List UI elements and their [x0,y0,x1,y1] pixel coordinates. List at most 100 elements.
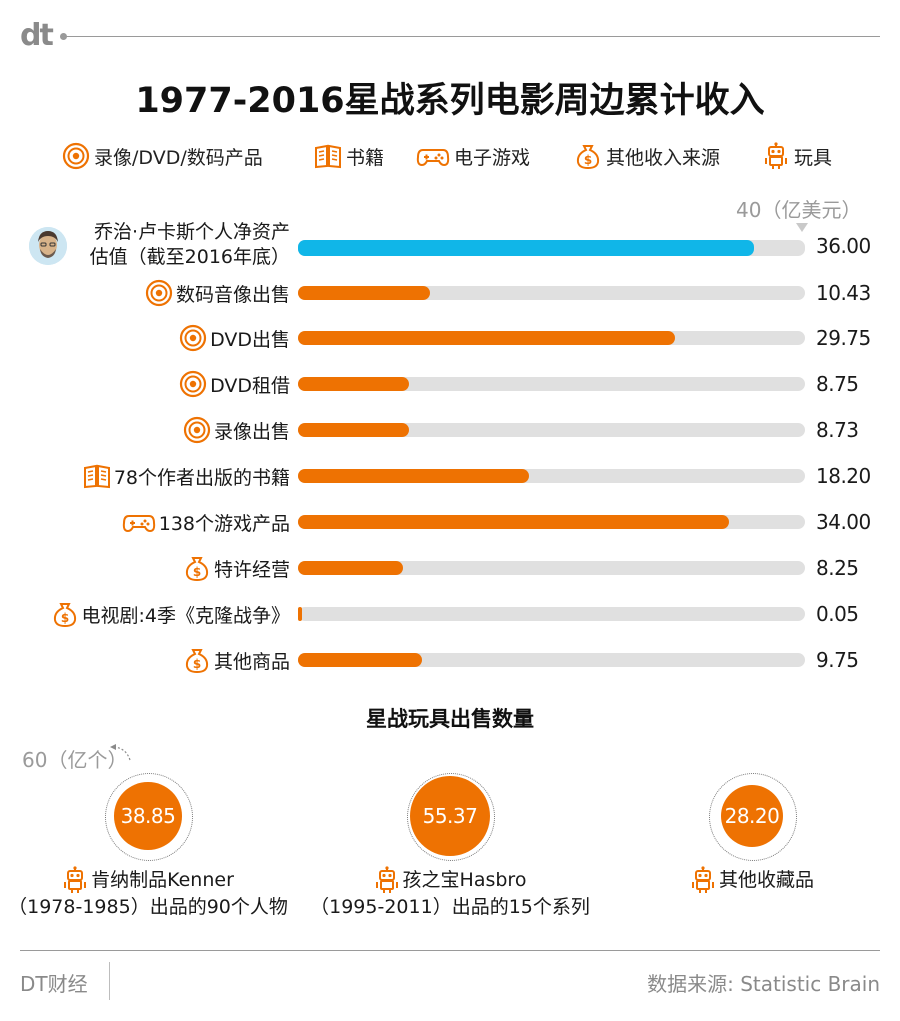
bubble-value: 28.20 [724,804,780,828]
disc-icon [145,279,173,307]
bar-fill [298,377,409,391]
bar-label: 78个作者出版的书籍 [83,456,290,496]
robot-icon [375,866,398,893]
axis-max-label: 40（亿美元） [736,198,862,222]
legend: 录像/DVD/数码产品 书籍 电子游戏 $ 其他收入来源 玩具 [62,142,882,182]
legend-label: 书籍 [346,146,385,169]
legend-label: 录像/DVD/数码产品 [94,146,263,169]
bubble: 38.85 [114,782,182,850]
bar-track [298,607,805,621]
bar-value: 18.20 [816,464,871,488]
money-bag-icon: $ [185,649,209,674]
money-bag-icon: $ [185,557,209,582]
bubble-label: 肯纳制品Kenner （1978-1985）出品的90个人物 [0,866,298,921]
svg-text:$: $ [193,657,201,671]
robot-icon [691,866,714,893]
bar-label: $ 其他商品 [183,640,290,680]
svg-text:$: $ [60,611,68,625]
bar-fill [298,469,529,483]
legend-item: $ 其他收入来源 [574,142,720,170]
toys-axis-max-label: 60（亿个） [22,748,128,772]
bar-fill [298,286,431,300]
bar-label-text: 78个作者出版的书籍 [113,466,290,489]
bubble-value: 38.85 [120,803,176,828]
bar-row: 录像出售 8.73 [0,410,900,450]
bar-fill [298,607,302,621]
bar-value: 29.75 [816,326,871,350]
bubble-label-line1: 其他收藏品 [718,868,814,891]
bar-row: $ 电视剧:4季《克隆战争》 0.05 [0,594,900,634]
bar-label: 138个游戏产品 [122,502,290,542]
legend-label: 玩具 [794,146,833,169]
bar-label-text: 数码音像出售 [175,283,290,306]
money-bag-icon: $ [53,603,76,628]
bar-track [298,423,805,437]
disc-icon [183,416,211,444]
bar-label-text: 录像出售 [213,420,290,443]
bubble-max-ring [407,773,495,861]
bubble-label-line2: （1978-1985）出品的90个人物 [8,896,288,918]
bubble: 28.20 [721,785,783,847]
bar-value: 0.05 [816,602,859,626]
bar-label-text: DVD出售 [210,328,290,351]
bar-label: DVD出售 [179,318,290,358]
axis-max-marker [796,223,808,232]
bar-fill [298,653,422,667]
book-icon [83,464,110,489]
bar-row: 乔治·卢卡斯个人净资产 估值（截至2016年底） 36.00 [0,221,900,268]
bubble-max-ring [709,773,797,861]
bubble-max-ring [105,773,193,861]
bar-row: 数码音像出售 10.43 [0,273,900,313]
bar-fill [298,240,755,256]
robot-icon [64,866,87,893]
legend-item: 玩具 [762,142,832,170]
bar-fill [298,561,403,575]
bar-value: 10.43 [816,281,871,305]
bar-label: $ 电视剧:4季《克隆战争》 [51,594,291,634]
bar-row: $ 其他商品 9.75 [0,640,900,680]
chart-title: 1977-2016星战系列电影周边累计收入 [135,81,765,121]
bar-track [298,469,805,483]
bar-label-text: 其他商品 [213,650,290,673]
svg-text:$: $ [584,153,592,167]
bar-track [298,377,805,391]
bar-value: 9.75 [816,648,859,672]
bar-label-text: 电视剧:4季《克隆战争》 [81,604,291,627]
legend-label: 其他收入来源 [606,146,721,169]
legend-item: 录像/DVD/数码产品 [62,142,263,170]
bar-label: DVD租借 [179,364,290,404]
bar-label: $ 特许经营 [183,548,290,588]
bar-label-line: 乔治·卢卡斯个人净资产 [93,221,290,243]
bar-track [298,561,805,575]
george-lucas-avatar [29,227,67,265]
robot-icon [765,142,787,169]
bar-label-text: 特许经营 [213,558,290,581]
footer-separator [109,962,110,1000]
toys-axis-arrow-icon [110,744,131,761]
bar-row: DVD出售 29.75 [0,318,900,358]
bar-label: 数码音像出售 [145,273,290,313]
bar-label: 乔治·卢卡斯个人净资产 估值（截至2016年底） [90,218,290,272]
gamepad-icon [122,515,155,533]
bubble-label: 其他收藏品 [602,866,900,894]
legend-item: 电子游戏 [416,142,530,170]
footer-rule [20,950,880,951]
bar-label-text: 138个游戏产品 [158,512,290,535]
bar-track [298,515,805,529]
bar-label-line: 估值（截至2016年底） [89,246,290,268]
money-bag-icon: $ [576,145,600,170]
disc-icon [179,370,207,398]
legend-item: 书籍 [314,142,384,170]
bar-track [298,331,805,345]
bar-track [298,286,805,300]
bar-row: DVD租借 8.75 [0,364,900,404]
bar-row: $ 特许经营 8.25 [0,548,900,588]
header-rule-dot [60,33,67,40]
disc-icon [62,142,90,170]
bar-label: 录像出售 [183,410,290,450]
data-source: 数据来源: Statistic Brain [647,972,880,996]
bubble-label-line1: 孩之宝Hasbro [402,868,527,891]
bar-fill [298,515,729,529]
bar-value: 8.73 [816,418,859,442]
bar-track [298,240,805,256]
